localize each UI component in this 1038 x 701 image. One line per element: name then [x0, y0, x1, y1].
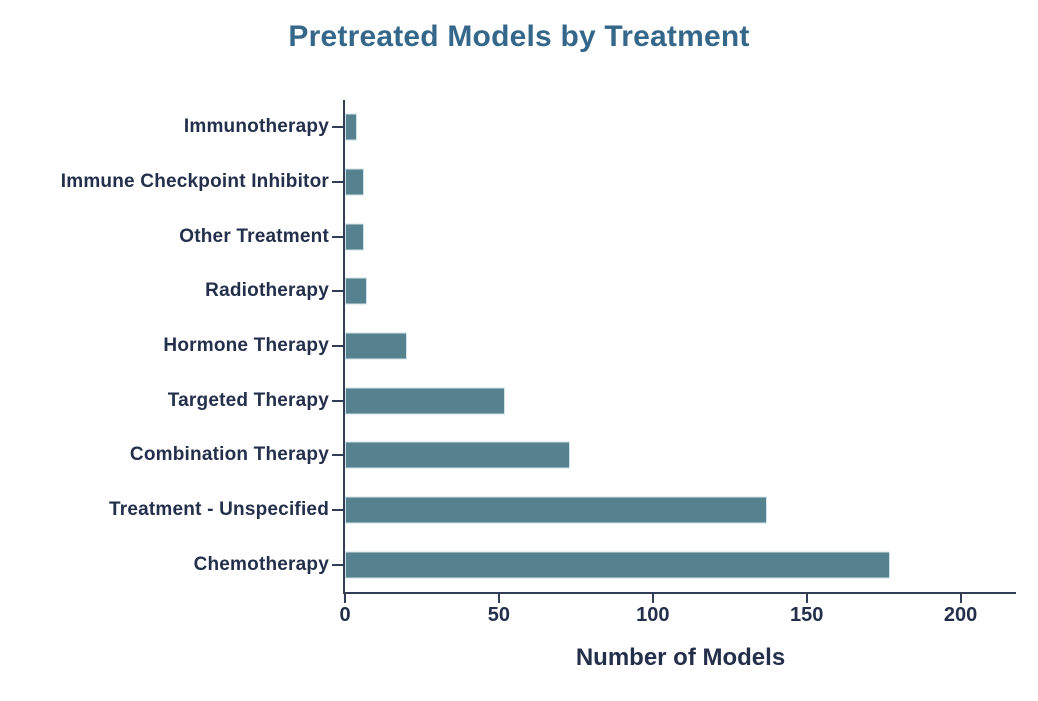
- x-tick-label-0: 0: [339, 604, 351, 626]
- y-tick-mark: [332, 563, 343, 566]
- bar-chemotherapy: [345, 551, 890, 579]
- category-label-targeted-therapy: Targeted Therapy: [167, 389, 329, 411]
- category-label-other-treatment: Other Treatment: [179, 225, 329, 247]
- x-tick-label-100: 100: [636, 604, 670, 626]
- chart-row-chemotherapy: Chemotherapy: [194, 537, 1016, 592]
- chart-row-other-treatment: Other Treatment: [179, 209, 1016, 264]
- x-tick-mark: [497, 594, 500, 603]
- x-tick-mark: [805, 594, 808, 603]
- chart-row-immunotherapy: Immunotherapy: [184, 100, 1016, 155]
- chart-row-treatment-unspecified: Treatment - Unspecified: [109, 483, 1016, 538]
- x-tick-mark: [651, 594, 654, 603]
- category-label-hormone-therapy: Hormone Therapy: [163, 335, 329, 357]
- category-label-combination-therapy: Combination Therapy: [129, 444, 329, 466]
- x-tick-mark: [959, 594, 962, 603]
- y-tick-mark: [332, 509, 343, 512]
- x-axis-ticks: 0 50 100 150 200: [339, 594, 1016, 644]
- x-tick-label-50: 50: [487, 604, 511, 626]
- y-tick-mark: [332, 235, 343, 238]
- x-tick-mark: [344, 594, 346, 603]
- chart-row-immune-checkpoint-inhibitor: Immune Checkpoint Inhibitor: [61, 155, 1016, 210]
- y-tick-mark: [332, 181, 343, 183]
- chart-row-combination-therapy: Combination Therapy: [130, 428, 1016, 483]
- bar-treatment-unspecified: [345, 496, 767, 524]
- bar-immune-checkpoint-inhibitor: [345, 168, 364, 196]
- bar-hormone-therapy: [345, 332, 407, 360]
- bar-other-treatment: [345, 223, 364, 251]
- y-tick-mark: [332, 126, 343, 129]
- category-label-treatment-unspecified: Treatment - Unspecified: [109, 499, 329, 521]
- y-axis-line: [343, 100, 345, 594]
- bar-targeted-therapy: [345, 387, 506, 415]
- y-tick-mark: [332, 454, 343, 457]
- bar-combination-therapy: [345, 441, 570, 469]
- x-axis-label: Number of Models: [575, 644, 786, 671]
- category-label-chemotherapy: Chemotherapy: [193, 553, 329, 575]
- chart-row-radiotherapy: Radiotherapy: [205, 264, 1016, 319]
- y-tick-mark: [332, 399, 343, 402]
- x-tick-label-150: 150: [790, 604, 824, 626]
- category-label-radiotherapy: Radiotherapy: [205, 280, 329, 302]
- category-label-immune-checkpoint-inhibitor: Immune Checkpoint Inhibitor: [60, 171, 329, 192]
- bar-immunotherapy: [345, 113, 358, 141]
- bar-radiotherapy: [345, 277, 367, 305]
- chart-row-hormone-therapy: Hormone Therapy: [163, 319, 1016, 374]
- x-axis-line: [343, 592, 1016, 594]
- category-label-immunotherapy: Immunotherapy: [183, 116, 329, 138]
- x-tick-label-200: 200: [943, 604, 978, 626]
- y-tick-mark: [332, 290, 343, 293]
- y-tick-mark: [332, 345, 343, 348]
- plot-area: Immunotherapy Immune Checkpoint Inhibitor…: [61, 100, 1016, 592]
- chart-title: Pretreated Models by Treatment: [288, 20, 750, 53]
- chart-row-targeted-therapy: Targeted Therapy: [168, 373, 1016, 428]
